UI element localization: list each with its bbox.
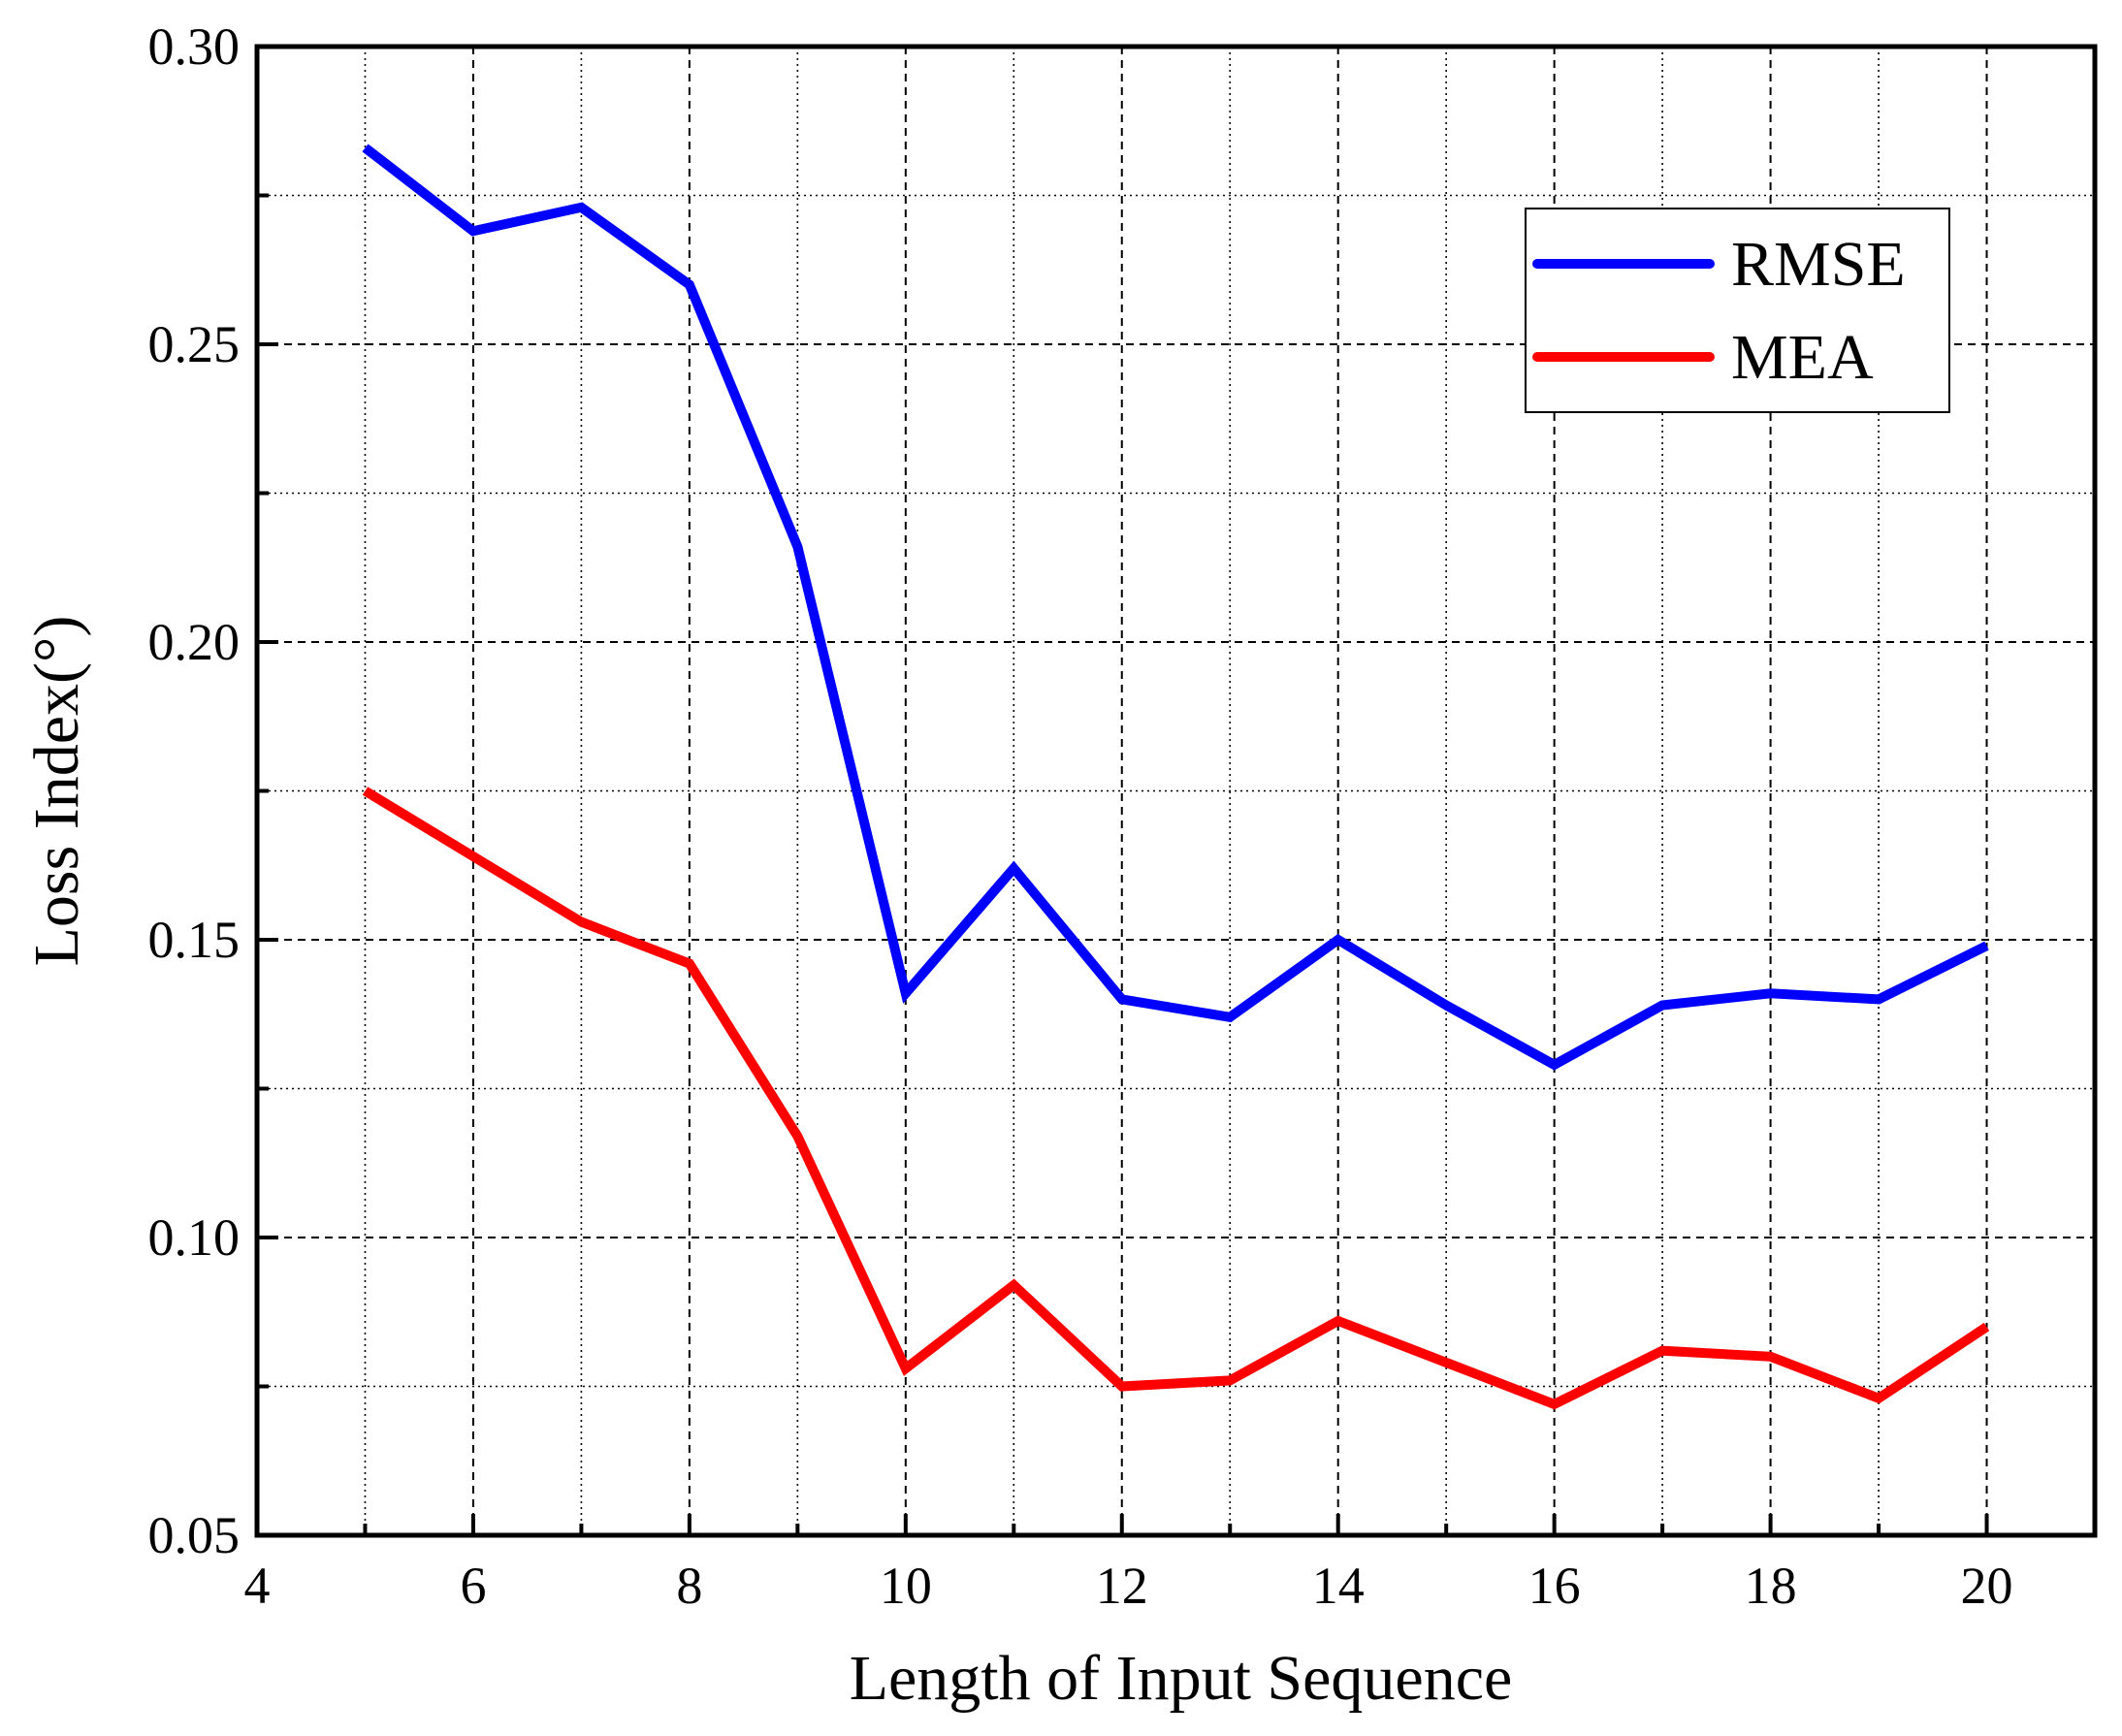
legend: RMSE MEA [1525, 208, 1950, 413]
y-tick-label: 0.25 [148, 315, 241, 373]
x-tick-label: 10 [880, 1557, 932, 1615]
legend-label-rmse: RMSE [1731, 229, 1906, 300]
x-tick-label: 18 [1745, 1557, 1797, 1615]
x-tick-label: 6 [460, 1557, 486, 1615]
tick-labels: 4 6 8 10 12 14 16 18 20 0.05 0.10 0.15 0.20 0.25 0.30 [148, 17, 2013, 1615]
x-tick-label: 14 [1312, 1557, 1365, 1615]
legend-label-mea: MEA [1731, 322, 1874, 393]
x-tick-label: 8 [676, 1557, 702, 1615]
x-tick-label: 4 [244, 1557, 271, 1615]
series-line-mea [362, 787, 1990, 1410]
series-lines [362, 144, 1990, 1410]
x-tick-label: 16 [1528, 1557, 1581, 1615]
axis-ticks [257, 193, 1989, 1535]
x-axis-title: Length of Input Sequence [850, 1643, 1513, 1714]
y-tick-label: 0.15 [148, 911, 241, 969]
series-line-rmse [362, 144, 1989, 1071]
y-tick-label: 0.20 [148, 613, 241, 671]
y-tick-label: 0.05 [148, 1506, 241, 1564]
y-tick-label: 0.30 [148, 17, 241, 76]
y-axis-title: Loss Index(°) [21, 616, 92, 967]
y-tick-label: 0.10 [148, 1208, 241, 1267]
grid-lines [257, 47, 2095, 1535]
legend-box [1525, 208, 1950, 413]
x-tick-label: 12 [1096, 1557, 1148, 1615]
x-tick-label: 20 [1961, 1557, 2013, 1615]
